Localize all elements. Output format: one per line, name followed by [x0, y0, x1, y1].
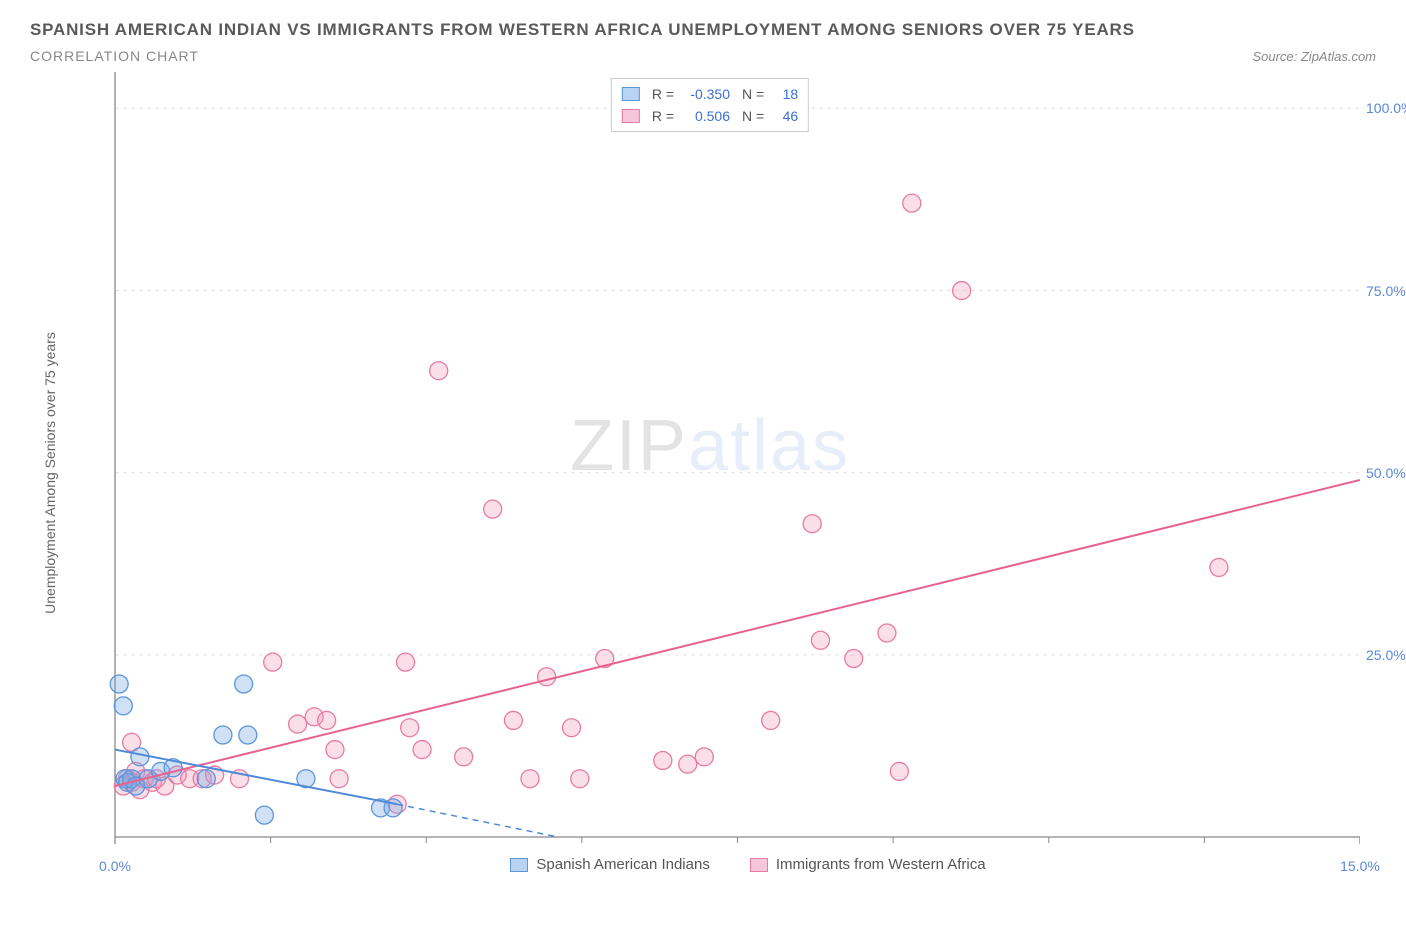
- x-tick-label: 0.0%: [99, 858, 131, 874]
- source-label: Source: ZipAtlas.com: [1252, 49, 1376, 64]
- r-label: R =: [652, 83, 674, 105]
- r-label: R =: [652, 105, 674, 127]
- r-value-b: 0.506: [680, 105, 730, 127]
- chart-subtitle: CORRELATION CHART: [30, 48, 199, 64]
- series-legend: Spanish American Indians Immigrants from…: [120, 856, 1376, 873]
- legend-row-a: R = -0.350 N = 18: [622, 83, 798, 105]
- n-label: N =: [742, 105, 764, 127]
- r-value-a: -0.350: [680, 83, 730, 105]
- y-tick-label: 25.0%: [1366, 647, 1406, 663]
- n-value-a: 18: [770, 83, 798, 105]
- swatch-a-icon: [510, 858, 528, 872]
- swatch-b-icon: [750, 858, 768, 872]
- series-a-name: Spanish American Indians: [536, 856, 709, 873]
- chart-title: SPANISH AMERICAN INDIAN VS IMMIGRANTS FR…: [30, 20, 1376, 40]
- swatch-b: [622, 109, 640, 123]
- y-tick-label: 100.0%: [1366, 100, 1406, 116]
- scatter-chart: [60, 72, 1360, 852]
- swatch-a: [622, 87, 640, 101]
- y-tick-label: 50.0%: [1366, 465, 1406, 481]
- correlation-legend: R = -0.350 N = 18 R = 0.506 N = 46: [611, 78, 809, 132]
- legend-item-b: Immigrants from Western Africa: [750, 856, 986, 873]
- y-tick-label: 75.0%: [1366, 283, 1406, 299]
- n-label: N =: [742, 83, 764, 105]
- n-value-b: 46: [770, 105, 798, 127]
- legend-item-a: Spanish American Indians: [510, 856, 709, 873]
- legend-row-b: R = 0.506 N = 46: [622, 105, 798, 127]
- series-b-name: Immigrants from Western Africa: [776, 856, 986, 873]
- x-tick-label: 15.0%: [1340, 858, 1380, 874]
- y-axis-label: Unemployment Among Seniors over 75 years: [42, 332, 58, 614]
- chart-container: Unemployment Among Seniors over 75 years…: [60, 72, 1376, 873]
